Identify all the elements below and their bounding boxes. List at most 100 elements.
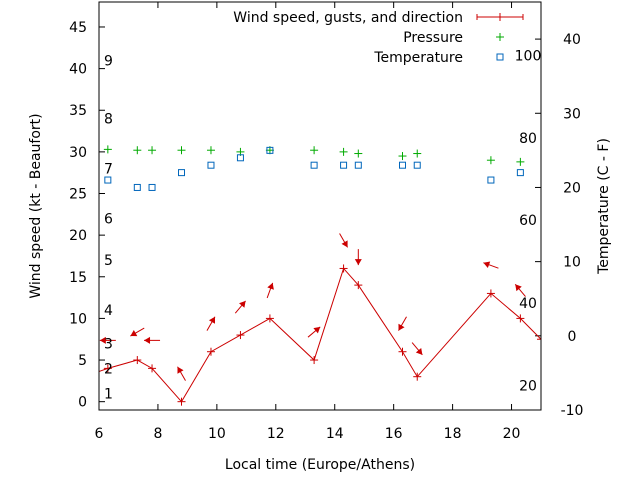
pressure-point	[310, 146, 319, 155]
pressure-point	[133, 146, 142, 155]
pressure-point	[206, 146, 215, 155]
legend: Wind speed, gusts, and direction Pressure…	[233, 10, 524, 66]
legend-swatch	[496, 53, 504, 61]
temperature-point	[236, 154, 244, 162]
temperature-point	[310, 161, 318, 169]
y-tick-label: 15	[69, 270, 87, 286]
wind-direction-arrow	[339, 233, 349, 248]
wind-speed-point	[236, 331, 245, 340]
y2-axis-label: Temperature (C - F)	[596, 138, 612, 275]
pressure-point	[486, 156, 495, 165]
x-tick-label: 6	[95, 426, 104, 442]
temperature-point	[399, 161, 407, 169]
temperature-point	[487, 176, 495, 184]
beaufort-label: 3	[104, 336, 113, 352]
beaufort-label: 7	[104, 162, 113, 178]
y-tick-label: 20	[69, 228, 87, 244]
fahrenheit-label: 100	[515, 48, 542, 64]
temperature-point	[207, 161, 215, 169]
wind-speed-line	[99, 267, 541, 403]
temperature-point	[266, 146, 274, 154]
wind-direction-arrow	[483, 261, 499, 269]
pressure-point	[339, 147, 348, 156]
wind-speed-point	[133, 356, 142, 365]
y-tick-label: 40	[69, 62, 87, 78]
wind-speed-point	[206, 347, 215, 356]
y2-tick-label: 0	[568, 329, 577, 345]
wind-speed-point	[413, 372, 422, 381]
temperature-point	[340, 161, 348, 169]
wind-speed-point	[354, 281, 363, 290]
x-tick-label: 8	[153, 426, 162, 442]
wind-speed-point	[310, 356, 319, 365]
pressure-point	[413, 149, 422, 158]
x-tick-label: 16	[385, 426, 403, 442]
axis-ticks	[98, 2, 541, 411]
y2-tick-label: -10	[561, 403, 584, 419]
temperature-point	[413, 161, 421, 169]
wind-direction-arrow	[266, 282, 274, 299]
wind-direction-arrow	[307, 326, 321, 338]
legend-label: Wind speed, gusts, and direction	[233, 10, 463, 26]
y-axis-label: Wind speed (kt - Beaufort)	[28, 113, 44, 298]
wind-speed-point	[177, 397, 186, 406]
beaufort-label: 5	[104, 253, 113, 269]
y-tick-label: 35	[69, 103, 87, 119]
wind-speed-point	[103, 364, 112, 373]
wind-direction-arrow	[234, 300, 246, 314]
wind-direction-arrow	[411, 342, 423, 356]
beaufort-label: 4	[104, 303, 113, 319]
wind-direction-arrow	[354, 249, 362, 266]
y-tick-label: 5	[78, 353, 87, 369]
beaufort-label: 9	[104, 53, 113, 69]
wind-direction-arrow	[398, 316, 407, 331]
y-tick-label: 10	[69, 311, 87, 327]
y2-tick-label: 30	[563, 106, 581, 122]
beaufort-label: 2	[104, 361, 113, 377]
legend-entry: Pressure	[403, 30, 504, 46]
y-tick-label: 45	[69, 20, 87, 36]
legend-swatch	[496, 33, 504, 41]
wind-direction-arrow	[514, 283, 526, 297]
temperature-point	[178, 169, 186, 177]
y2-tick-label: 40	[563, 32, 581, 48]
wind-direction-arrow	[177, 366, 186, 381]
beaufort-label: 1	[104, 386, 113, 402]
legend-entry: Temperature	[373, 50, 504, 66]
wind-speed-point	[516, 314, 525, 323]
fahrenheit-label: 40	[519, 296, 537, 312]
wind-speed-point	[537, 335, 541, 344]
x-tick-label: 12	[267, 426, 285, 442]
legend-swatch-marker	[496, 13, 504, 21]
pressure-point	[398, 152, 407, 161]
wind-speed-point	[265, 314, 274, 323]
wind-speed-point	[486, 289, 495, 298]
y-tick-label: 30	[69, 145, 87, 161]
y2-tick-label: 10	[563, 255, 581, 271]
pressure-point	[516, 157, 525, 166]
beaufort-label: 6	[104, 211, 113, 227]
wind-direction-arrow	[130, 327, 145, 337]
x-tick-label: 20	[503, 426, 521, 442]
x-tick-label: 10	[208, 426, 226, 442]
wind-direction-arrow	[99, 336, 116, 344]
tick-labels: 6 8 10 12 14 16 18 20051015202530354045-1001020…	[69, 20, 583, 442]
fahrenheit-label: 20	[519, 379, 537, 395]
wind-speed-point	[148, 364, 157, 373]
x-axis-label: Local time (Europe/Athens)	[225, 457, 415, 473]
temperature-point	[148, 183, 156, 191]
temperature-point	[133, 183, 141, 191]
legend-label: Pressure	[403, 30, 463, 46]
x-tick-label: 14	[326, 426, 344, 442]
legend-entry: Wind speed, gusts, and direction	[233, 10, 524, 26]
wind-speed-point	[398, 347, 407, 356]
y2-tick-label: 20	[563, 180, 581, 196]
y-tick-label: 25	[69, 187, 87, 203]
temperature-point	[104, 176, 112, 184]
fahrenheit-label: 60	[519, 213, 537, 229]
pressure-point	[354, 149, 363, 158]
legend-label: Temperature	[373, 50, 463, 66]
fahrenheit-label: 80	[519, 131, 537, 147]
pressure-point	[148, 146, 157, 155]
